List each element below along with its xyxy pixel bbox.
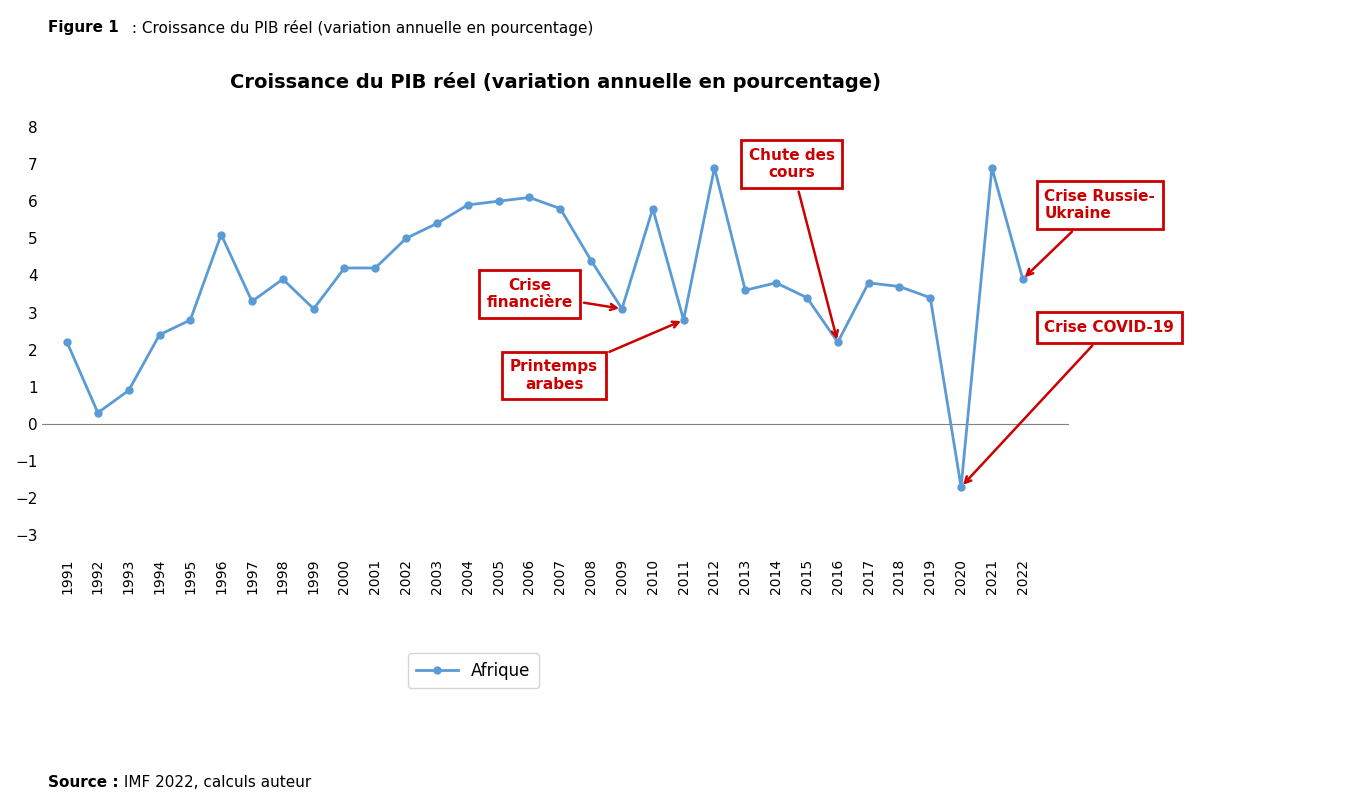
Afrique: [367, 263, 384, 273]
Text: Crise
financière: Crise financière: [486, 278, 616, 310]
Afrique: [613, 304, 630, 314]
Afrique: [152, 330, 168, 339]
Afrique: [490, 196, 507, 206]
Afrique: [275, 274, 291, 284]
Text: : Croissance du PIB réel (variation annuelle en pourcentage): : Croissance du PIB réel (variation annu…: [127, 20, 593, 36]
Text: Crise COVID-19: Crise COVID-19: [964, 320, 1175, 483]
Afrique: [738, 285, 754, 295]
Afrique: [59, 338, 75, 347]
Text: Crise Russie-
Ukraine: Crise Russie- Ukraine: [1027, 189, 1156, 276]
Afrique: [243, 297, 260, 306]
Text: IMF 2022, calculs auteur: IMF 2022, calculs auteur: [119, 775, 311, 790]
Afrique: [398, 234, 414, 243]
Afrique: [583, 255, 600, 265]
Text: Chute des
cours: Chute des cours: [749, 148, 837, 337]
Afrique: [429, 219, 445, 229]
Text: Printemps
arabes: Printemps arabes: [510, 322, 679, 392]
Text: Source :: Source :: [48, 775, 119, 790]
Afrique: [306, 304, 322, 314]
Title: Croissance du PIB réel (variation annuelle en pourcentage): Croissance du PIB réel (variation annuel…: [229, 72, 881, 91]
Afrique: [953, 482, 970, 492]
Afrique: [768, 278, 784, 288]
Afrique: [522, 192, 538, 202]
Afrique: [829, 338, 846, 347]
Afrique: [645, 204, 661, 213]
Afrique: [675, 315, 691, 325]
Afrique: [922, 292, 938, 302]
Afrique: [90, 408, 107, 418]
Afrique: [984, 163, 1000, 173]
Afrique: [552, 204, 568, 213]
Afrique: [891, 282, 907, 292]
Afrique: [706, 163, 723, 173]
Afrique: [213, 229, 229, 239]
Legend: Afrique: Afrique: [408, 654, 540, 688]
Afrique: [120, 385, 137, 395]
Afrique: [799, 292, 816, 302]
Line: Afrique: Afrique: [64, 164, 1026, 490]
Text: Figure 1: Figure 1: [48, 20, 119, 36]
Afrique: [459, 200, 475, 210]
Afrique: [336, 263, 352, 273]
Afrique: [861, 278, 877, 288]
Afrique: [182, 315, 198, 325]
Afrique: [1015, 274, 1031, 284]
